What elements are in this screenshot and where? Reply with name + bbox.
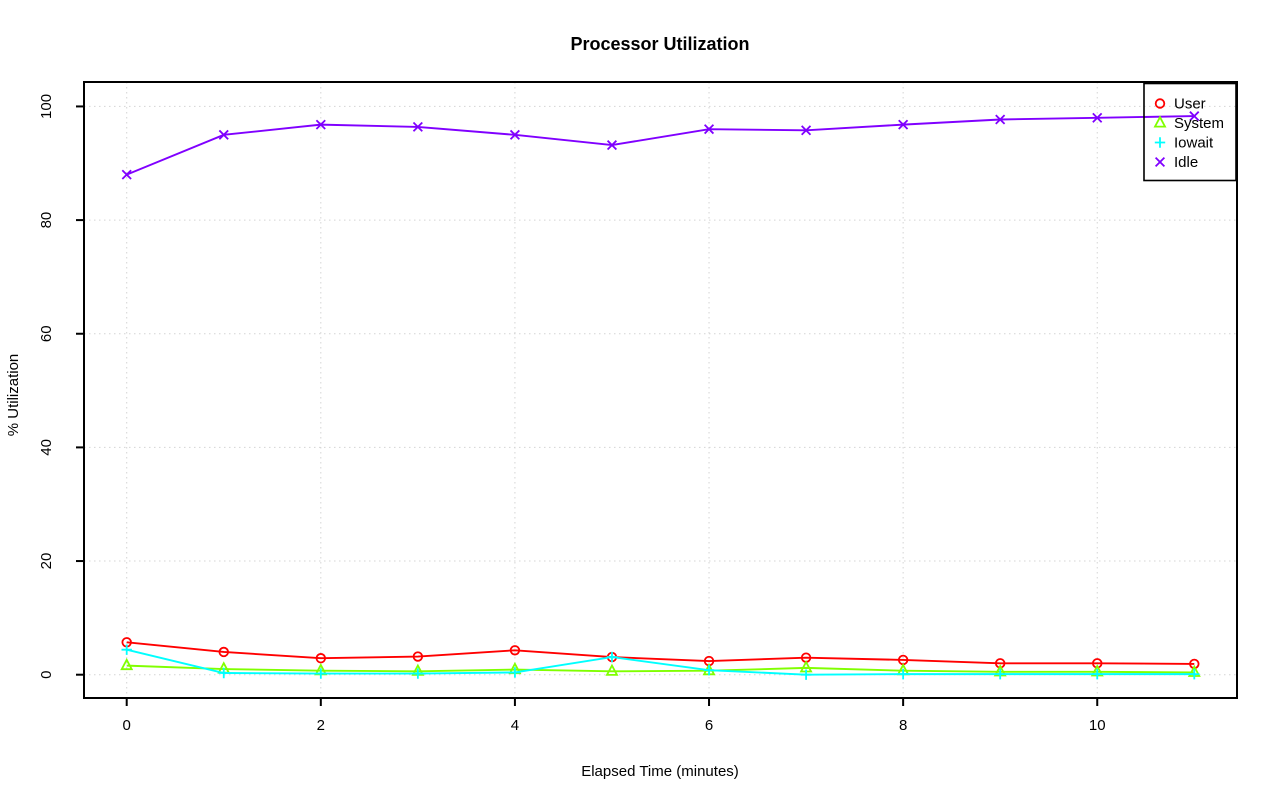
svg-text:0: 0 (123, 717, 131, 734)
svg-text:60: 60 (38, 325, 55, 342)
svg-text:2: 2 (317, 717, 325, 734)
legend-entry-idle: Idle (1154, 154, 1198, 171)
svg-text:80: 80 (38, 212, 55, 229)
legend-entry-iowait: Iowait (1154, 135, 1214, 152)
svg-text:0: 0 (38, 671, 55, 679)
legend-entry-system: System (1153, 115, 1224, 132)
y-axis-label: % Utilization (5, 354, 22, 437)
y-axis-ticks: 0 20 40 60 80 100 (38, 94, 84, 679)
grid-lines (84, 82, 1237, 698)
svg-text:10: 10 (1089, 717, 1106, 734)
legend: User System Iowait Idle (1143, 82, 1237, 182)
x-axis-label: Elapsed Time (minutes) (581, 763, 739, 780)
legend-box (1143, 82, 1237, 182)
series-iowait (121, 644, 1200, 680)
svg-text:100: 100 (38, 94, 55, 119)
svg-text:40: 40 (38, 439, 55, 456)
svg-text:6: 6 (705, 717, 713, 734)
svg-text:4: 4 (511, 717, 519, 734)
plot-frame (83, 81, 1238, 699)
x-axis-ticks: 0 2 4 6 8 10 (123, 698, 1106, 734)
chart-title: Processor Utilization (570, 34, 749, 54)
svg-text:20: 20 (38, 553, 55, 570)
svg-text:User: User (1174, 96, 1206, 113)
legend-entry-user: User (1154, 96, 1206, 113)
svg-text:Idle: Idle (1174, 154, 1198, 171)
svg-text:8: 8 (899, 717, 907, 734)
svg-text:System: System (1174, 115, 1224, 132)
svg-text:Iowait: Iowait (1174, 135, 1214, 152)
series-idle (121, 111, 1200, 180)
